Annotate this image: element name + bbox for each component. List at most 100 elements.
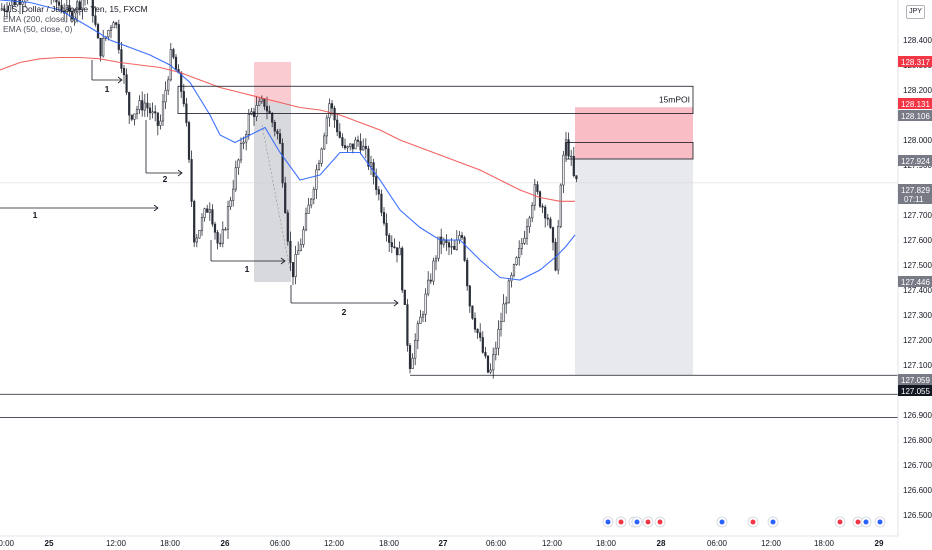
price-tag-bg [898, 98, 932, 109]
candle-body [11, 0, 14, 6]
candle-body [390, 242, 393, 248]
zones [254, 62, 693, 376]
event-icon-dot [657, 519, 663, 525]
candle-body [5, 10, 9, 13]
arrow-head [280, 257, 286, 265]
candle-body [310, 198, 313, 206]
candle-body [455, 239, 458, 250]
candle-body [143, 102, 146, 111]
price-tag: 127.829 [901, 186, 930, 195]
candle-body [546, 217, 549, 220]
candle-body [208, 209, 211, 213]
candle-body [148, 107, 152, 114]
candle-body [224, 228, 227, 231]
time-axis[interactable]: 00:00 25 12:00 18:00 26 06:00 12:00 18:00 27 06:0… [0, 535, 932, 550]
candle-body [271, 113, 274, 123]
ema-lines [0, 0, 576, 281]
economic-events[interactable] [602, 516, 886, 528]
candle-body [229, 200, 232, 207]
candlesticks [0, 0, 578, 379]
candle-body [450, 246, 453, 248]
candle-body [458, 235, 461, 241]
candle-body [354, 139, 357, 150]
candle-body [289, 240, 292, 263]
ema-line [0, 0, 576, 281]
candle-body [351, 143, 354, 150]
candle-body [393, 246, 396, 248]
candle-body [538, 191, 542, 207]
candle-body [107, 30, 110, 38]
price-tag-bg [898, 110, 932, 121]
candle-body [138, 100, 141, 110]
candle-body [239, 143, 243, 161]
price-tag-bg [898, 385, 932, 396]
candle-body [408, 345, 412, 369]
candle-body [541, 205, 544, 208]
candle-body [221, 229, 224, 244]
candle-body [447, 242, 451, 248]
candle-body [317, 163, 321, 171]
arrow-label: 1 [245, 264, 250, 274]
candle-body [523, 237, 526, 244]
candle-body [489, 369, 492, 373]
x-tick-label: 18:00 [596, 539, 617, 548]
candle-body [520, 243, 523, 249]
x-tick-label: 06:00 [270, 539, 291, 548]
candle-body [174, 56, 178, 70]
y-tick-label: 127.700 [903, 211, 932, 220]
candle-body [468, 285, 471, 307]
event-icon-dot [605, 519, 611, 525]
candle-body [557, 226, 560, 271]
candle-body [427, 279, 430, 295]
candle-body [130, 114, 133, 120]
candle-body [406, 304, 409, 346]
candle-body [338, 131, 341, 138]
candle-body [473, 317, 477, 330]
candle-body [505, 302, 508, 305]
candle-body [330, 103, 334, 109]
candle-body [341, 137, 344, 146]
price-tags: 128.317 128.131 128.106 127.924 127.82907:11… [898, 56, 932, 396]
candle-body [395, 247, 399, 256]
candle-body [486, 355, 490, 373]
ema200-legend[interactable]: EMA (200, close, 0) [3, 14, 78, 24]
currency-badge[interactable]: JPY [906, 5, 925, 19]
event-icon-dot [863, 519, 869, 525]
candle-body [512, 264, 516, 276]
candle-body [507, 280, 510, 304]
candle-body [440, 236, 443, 245]
price-tag-bg [898, 184, 932, 204]
price-axis[interactable]: 128.400128.300128.200128.100128.000127.9… [897, 0, 932, 536]
candle-body [375, 176, 378, 190]
event-icon-dot [750, 519, 756, 525]
candle-body [424, 293, 427, 315]
symbol-title[interactable]: U.S. Dollar / Japanese Yen, 15, FXCM [3, 4, 148, 14]
y-tick-label: 127.300 [903, 311, 932, 320]
candle-body [536, 184, 539, 192]
candle-body [172, 49, 175, 58]
candle-body [471, 305, 474, 319]
candle-body [213, 223, 217, 233]
candle-body [206, 208, 209, 213]
candle-body [117, 24, 120, 50]
candle-body [109, 27, 113, 31]
candle-body [151, 111, 154, 114]
candle-body [247, 113, 250, 135]
candle-body [255, 104, 258, 117]
candle-body [141, 100, 144, 111]
ema50-legend[interactable]: EMA (50, close, 0) [3, 24, 73, 34]
candle-body [156, 112, 159, 126]
candle-body [377, 189, 380, 195]
candle-body [242, 141, 245, 144]
candle-body [466, 260, 469, 287]
poi-zone-label: 15mPOI [659, 94, 690, 104]
candle-body [403, 289, 406, 305]
candle-body [575, 175, 578, 179]
candle-body [78, 1, 81, 10]
candle-body [336, 119, 339, 133]
candle-body [161, 101, 165, 122]
y-tick-label: 128.400 [903, 36, 932, 45]
event-icon-dot [618, 519, 624, 525]
candle-body [492, 354, 495, 371]
